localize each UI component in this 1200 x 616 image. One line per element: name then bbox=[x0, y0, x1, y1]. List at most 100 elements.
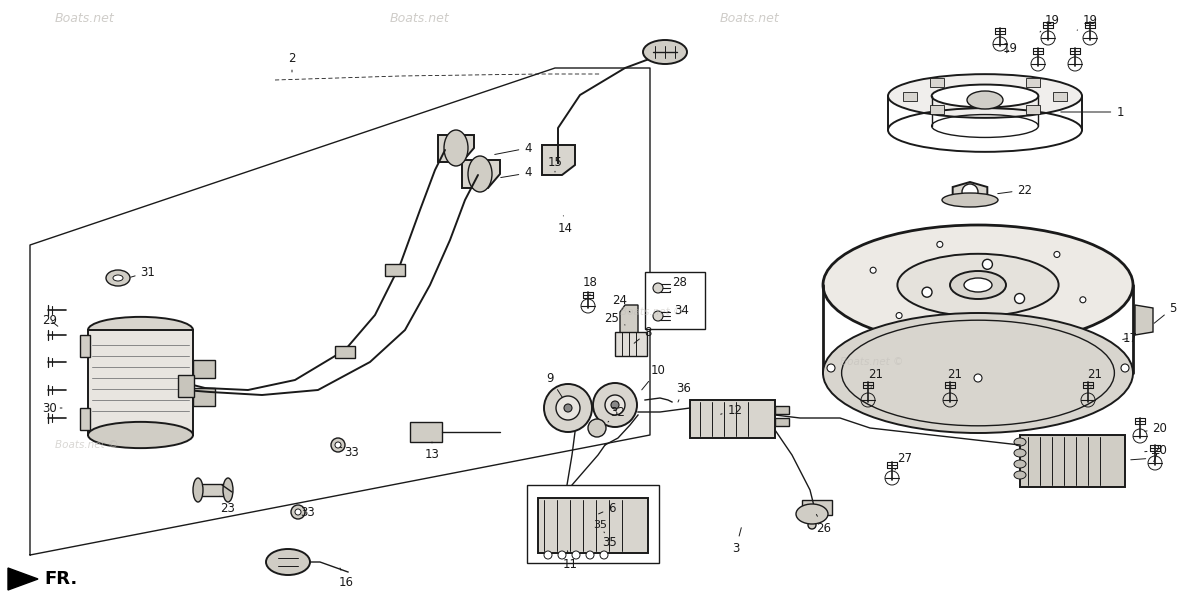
Ellipse shape bbox=[1014, 438, 1026, 446]
Ellipse shape bbox=[193, 478, 203, 502]
Text: 10: 10 bbox=[642, 363, 666, 390]
Text: 3: 3 bbox=[732, 528, 742, 554]
Circle shape bbox=[544, 384, 592, 432]
Bar bbox=[775, 418, 790, 426]
Ellipse shape bbox=[468, 156, 492, 192]
Text: 31: 31 bbox=[131, 265, 156, 278]
Circle shape bbox=[588, 419, 606, 437]
Text: Boats.net ©: Boats.net © bbox=[620, 307, 683, 317]
Circle shape bbox=[983, 259, 992, 269]
Bar bbox=[410, 422, 442, 442]
Text: FR.: FR. bbox=[44, 570, 77, 588]
Text: 1: 1 bbox=[1061, 105, 1123, 118]
Text: 32: 32 bbox=[608, 405, 625, 422]
Bar bbox=[930, 78, 944, 87]
Circle shape bbox=[870, 267, 876, 274]
Polygon shape bbox=[8, 568, 38, 590]
Text: 29: 29 bbox=[42, 314, 58, 326]
Circle shape bbox=[331, 438, 346, 452]
Circle shape bbox=[653, 283, 662, 293]
Text: Boats.net: Boats.net bbox=[390, 12, 450, 25]
Circle shape bbox=[974, 374, 982, 382]
Bar bbox=[80, 335, 90, 357]
Bar bbox=[775, 406, 790, 414]
Text: 30: 30 bbox=[43, 402, 62, 415]
Ellipse shape bbox=[823, 313, 1133, 433]
Circle shape bbox=[937, 241, 943, 248]
Text: 15: 15 bbox=[547, 155, 563, 172]
Text: 19: 19 bbox=[1040, 14, 1060, 32]
Bar bbox=[1052, 92, 1067, 100]
Circle shape bbox=[292, 505, 305, 519]
Ellipse shape bbox=[643, 40, 686, 64]
Text: 13: 13 bbox=[425, 442, 439, 461]
Text: Boats.net ©: Boats.net © bbox=[840, 357, 904, 367]
Bar bbox=[80, 408, 90, 430]
Text: 28: 28 bbox=[670, 275, 688, 292]
Text: 18: 18 bbox=[582, 275, 598, 295]
Circle shape bbox=[572, 551, 580, 559]
Circle shape bbox=[556, 396, 580, 420]
Circle shape bbox=[295, 509, 301, 515]
Bar bbox=[193, 388, 215, 406]
Circle shape bbox=[564, 404, 572, 412]
Text: 22: 22 bbox=[997, 184, 1032, 197]
Bar bbox=[1020, 435, 1126, 487]
Bar bbox=[1026, 105, 1040, 115]
Ellipse shape bbox=[1014, 471, 1026, 479]
Bar bbox=[646, 272, 706, 329]
Circle shape bbox=[962, 184, 978, 200]
Text: 20: 20 bbox=[1145, 421, 1168, 434]
Text: 2: 2 bbox=[288, 52, 295, 72]
Text: 34: 34 bbox=[668, 304, 690, 317]
Bar bbox=[178, 375, 194, 397]
Bar bbox=[690, 400, 775, 438]
Text: 35: 35 bbox=[593, 520, 607, 530]
Text: 27: 27 bbox=[895, 452, 912, 470]
Bar bbox=[1026, 78, 1040, 87]
Text: 9: 9 bbox=[546, 371, 563, 398]
Circle shape bbox=[593, 383, 637, 427]
Ellipse shape bbox=[931, 84, 1038, 107]
Text: 19: 19 bbox=[1078, 14, 1098, 30]
Text: 20: 20 bbox=[1145, 444, 1168, 456]
Circle shape bbox=[586, 551, 594, 559]
Circle shape bbox=[605, 395, 625, 415]
Text: Boats.net: Boats.net bbox=[720, 12, 780, 25]
Polygon shape bbox=[198, 484, 228, 496]
Ellipse shape bbox=[967, 91, 1003, 109]
Polygon shape bbox=[438, 135, 474, 162]
Circle shape bbox=[827, 364, 835, 372]
Ellipse shape bbox=[964, 278, 992, 292]
Ellipse shape bbox=[823, 225, 1133, 345]
Circle shape bbox=[1121, 364, 1129, 372]
Polygon shape bbox=[953, 182, 988, 202]
Polygon shape bbox=[620, 305, 638, 338]
Text: 33: 33 bbox=[340, 445, 359, 458]
Bar bbox=[616, 332, 647, 356]
Ellipse shape bbox=[444, 130, 468, 166]
Ellipse shape bbox=[942, 193, 998, 207]
Text: 7: 7 bbox=[1130, 452, 1159, 464]
Circle shape bbox=[653, 311, 662, 321]
Ellipse shape bbox=[88, 317, 193, 343]
Polygon shape bbox=[802, 500, 832, 515]
Text: 4: 4 bbox=[494, 142, 532, 155]
Text: 21: 21 bbox=[869, 368, 883, 387]
Text: 23: 23 bbox=[220, 496, 235, 514]
Circle shape bbox=[558, 551, 566, 559]
Text: 12: 12 bbox=[721, 403, 743, 416]
Ellipse shape bbox=[266, 549, 310, 575]
Ellipse shape bbox=[888, 74, 1082, 118]
Ellipse shape bbox=[113, 275, 124, 281]
Text: 5: 5 bbox=[1154, 301, 1177, 323]
Text: 16: 16 bbox=[338, 568, 354, 588]
Bar bbox=[904, 92, 917, 100]
Text: 6: 6 bbox=[599, 501, 616, 514]
Text: Boats.net ©: Boats.net © bbox=[55, 440, 119, 450]
Bar bbox=[335, 346, 355, 358]
Circle shape bbox=[922, 287, 932, 297]
Text: 33: 33 bbox=[301, 506, 316, 519]
Text: 4: 4 bbox=[500, 166, 532, 179]
Ellipse shape bbox=[88, 422, 193, 448]
